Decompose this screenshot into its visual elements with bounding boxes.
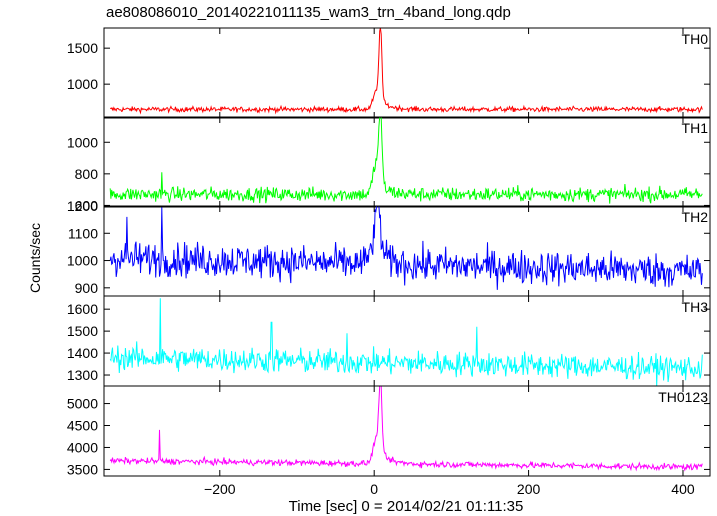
x-axis-label: Time [sec] 0 = 2014/02/21 01:11:35: [288, 498, 524, 515]
y-tick-label: 1500: [67, 323, 98, 339]
series-line-th0: [109, 27, 703, 115]
x-tick-label: −200: [204, 481, 236, 497]
panel-frame-th0: [103, 27, 711, 119]
panel-frame-th0123: [103, 385, 711, 477]
panel-label-th0: TH0: [682, 31, 709, 47]
series-line-th2: [109, 205, 703, 290]
y-tick-label: 4500: [67, 418, 98, 434]
y-tick-label: 4000: [67, 439, 98, 455]
chart-title: ae808086010_20140221011135_wam3_trn_4ban…: [106, 4, 511, 21]
y-tick-label: 1600: [67, 301, 98, 317]
y-tick-label: 1200: [67, 198, 98, 214]
series-line-th0123: [109, 385, 703, 472]
panel-label-th2: TH2: [682, 209, 709, 225]
panel-frame-th1: [103, 116, 711, 208]
y-tick-label: 1000: [67, 76, 98, 92]
x-tick-label: 0: [370, 481, 378, 497]
panel-label-th1: TH1: [682, 120, 709, 136]
y-tick-label: 900: [75, 280, 99, 296]
series-line-th1: [109, 116, 703, 204]
panel-label-th0123: TH0123: [658, 389, 708, 405]
y-tick-label: 1500: [67, 40, 98, 56]
panel-label-th3: TH3: [682, 299, 709, 315]
y-tick-label: 1000: [67, 134, 98, 150]
y-tick-label: 1100: [68, 225, 98, 241]
y-tick-label: 1300: [67, 367, 98, 383]
y-tick-label: 5000: [67, 396, 98, 412]
x-tick-label: 400: [671, 481, 695, 497]
y-tick-label: 600: [75, 197, 99, 213]
series-line-th3: [109, 298, 703, 386]
y-tick-label: 1400: [67, 345, 98, 361]
y-tick-label: 3500: [67, 461, 98, 477]
y-tick-label: 800: [75, 166, 99, 182]
y-tick-label: 1000: [67, 253, 98, 269]
x-tick-label: 200: [517, 481, 541, 497]
panel-frame-th3: [103, 295, 711, 387]
